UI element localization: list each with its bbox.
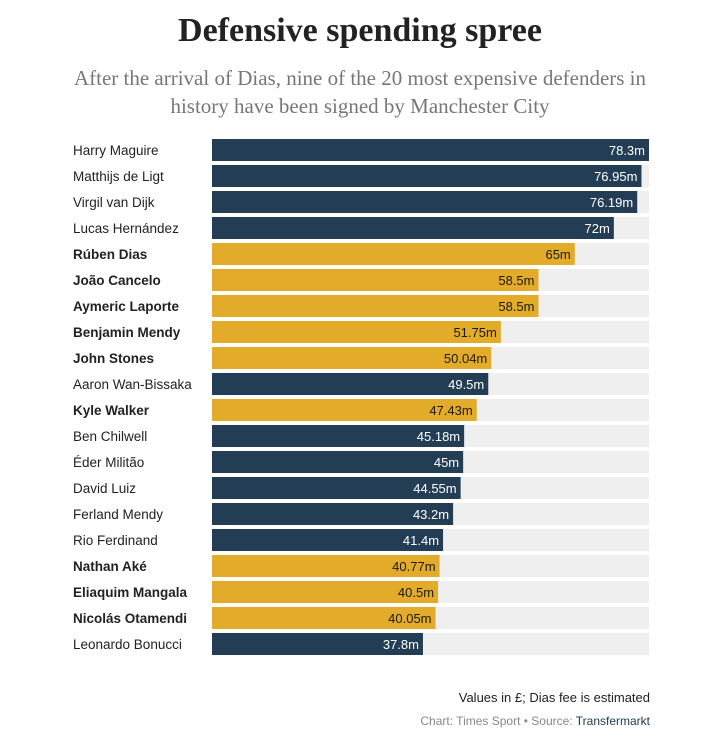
value-label: 37.8m: [383, 637, 419, 652]
bar: [212, 139, 649, 161]
category-label: Eliaquim Mangala: [73, 585, 188, 600]
bar: [212, 503, 454, 525]
category-label: Aymeric Laporte: [73, 299, 180, 314]
bar: [212, 243, 575, 265]
value-label: 41.4m: [403, 533, 439, 548]
value-label: 49.5m: [448, 377, 484, 392]
category-label: Rio Ferdinand: [73, 533, 158, 548]
chart-title: Defensive spending spree: [178, 12, 542, 49]
bar: [212, 581, 439, 603]
category-label: Ben Chilwell: [73, 429, 147, 444]
bar: [212, 529, 444, 551]
category-label: Benjamin Mendy: [73, 325, 181, 340]
bar: [212, 295, 539, 317]
category-label: Nicolás Otamendi: [73, 611, 187, 626]
category-label: Ferland Mendy: [73, 507, 163, 522]
category-label: Lucas Hernández: [73, 221, 179, 236]
value-label: 76.95m: [594, 169, 637, 184]
bar: [212, 477, 461, 499]
value-label: 58.5m: [498, 273, 534, 288]
bar: [212, 321, 501, 343]
value-label: 45m: [434, 455, 459, 470]
chart-subtitle: After the arrival of Dias, nine of the 2…: [73, 66, 647, 118]
value-label: 76.19m: [590, 195, 633, 210]
value-label: 40.5m: [398, 585, 434, 600]
chart-source: Chart: Times Sport • Source: Transfermar…: [420, 714, 650, 728]
source-prefix: Chart: Times Sport • Source:: [420, 714, 576, 728]
category-label: Nathan Aké: [73, 559, 147, 574]
value-label: 45.18m: [417, 429, 460, 444]
bar: [212, 555, 440, 577]
category-label: John Stones: [73, 351, 154, 366]
bar: [212, 451, 464, 473]
value-label: 47.43m: [429, 403, 472, 418]
category-label: Aaron Wan-Bissaka: [73, 377, 192, 392]
bar: [212, 217, 614, 239]
category-label: Éder Militão: [73, 455, 144, 470]
bar: [212, 607, 436, 629]
category-label: Leonardo Bonucci: [73, 637, 182, 652]
bar: [212, 347, 492, 369]
values-note: Values in £; Dias fee is estimated: [458, 690, 650, 705]
value-label: 65m: [545, 247, 570, 262]
value-label: 40.05m: [388, 611, 431, 626]
bar: [212, 165, 642, 187]
category-label: David Luiz: [73, 481, 136, 496]
source-name: Transfermarkt: [575, 714, 650, 728]
category-label: João Cancelo: [73, 273, 161, 288]
category-label: Rúben Dias: [73, 247, 147, 262]
bar: [212, 269, 539, 291]
category-label: Matthijs de Ligt: [73, 169, 164, 184]
bar: [212, 399, 477, 421]
bar: [212, 373, 489, 395]
value-label: 78.3m: [609, 143, 645, 158]
bar: [212, 191, 638, 213]
category-label: Virgil van Dijk: [73, 195, 155, 210]
value-label: 44.55m: [413, 481, 456, 496]
value-label: 58.5m: [498, 299, 534, 314]
bar: [212, 425, 465, 447]
value-label: 40.77m: [392, 559, 435, 574]
value-label: 43.2m: [413, 507, 449, 522]
value-label: 51.75m: [453, 325, 496, 340]
category-label: Harry Maguire: [73, 143, 159, 158]
bar: [212, 633, 423, 655]
value-label: 50.04m: [444, 351, 487, 366]
category-label: Kyle Walker: [73, 403, 150, 418]
value-label: 72m: [585, 221, 610, 236]
